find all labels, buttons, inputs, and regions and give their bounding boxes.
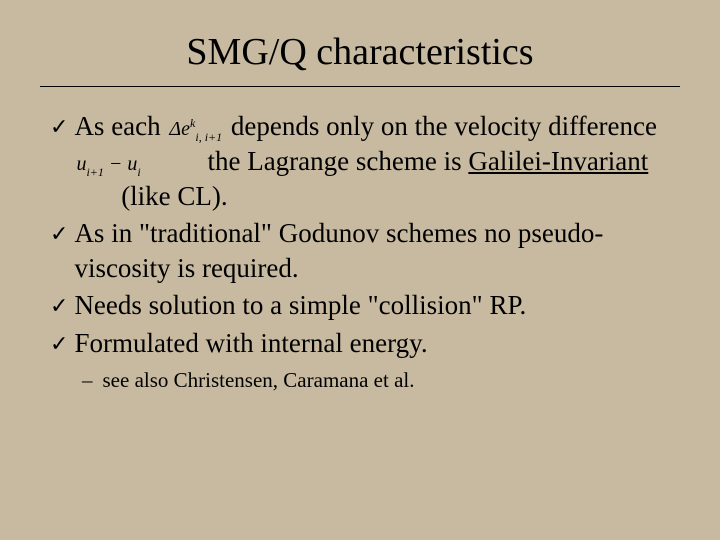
formula-var: u: [127, 153, 137, 175]
slide-body: ✓ As each Δeki, i+1 depends only on the …: [40, 109, 680, 394]
bullet-item: ✓ Needs solution to a simple "collision"…: [50, 288, 680, 323]
bullet-text: As each Δeki, i+1 depends only on the ve…: [74, 109, 680, 214]
text-fragment: depends only on the velocity difference: [231, 111, 657, 141]
formula-delta-e: Δeki, i+1: [167, 116, 224, 142]
formula-sub: i: [137, 165, 140, 179]
dash-icon: –: [82, 367, 93, 394]
bullet-item: ✓ As each Δeki, i+1 depends only on the …: [50, 109, 680, 214]
sub-bullet-item: – see also Christensen, Caramana et al.: [82, 367, 680, 394]
bullet-item: ✓ Formulated with internal energy.: [50, 326, 680, 361]
text-underlined: Galilei-Invariant: [468, 146, 648, 176]
formula-var: u: [76, 153, 86, 175]
text-fragment: (like CL).: [121, 181, 227, 211]
bullet-text: Needs solution to a simple "collision" R…: [74, 288, 680, 323]
bullet-item: ✓ As in "traditional" Godunov schemes no…: [50, 216, 680, 286]
check-icon: ✓: [50, 113, 68, 142]
sub-bullet-text: see also Christensen, Caramana et al.: [103, 367, 415, 394]
bullet-text: Formulated with internal energy.: [74, 326, 680, 361]
text-fragment: the Lagrange scheme is: [207, 146, 468, 176]
formula-sub: i, i+1: [195, 130, 222, 144]
bullet-text: As in "traditional" Godunov schemes no p…: [74, 216, 680, 286]
formula-velocity-diff: ui+1 − ui: [74, 151, 142, 177]
slide-title: SMG/Q characteristics: [40, 30, 680, 74]
formula-sub: i+1: [86, 165, 103, 179]
check-icon: ✓: [50, 330, 68, 359]
formula-op: −: [109, 153, 123, 175]
check-icon: ✓: [50, 292, 68, 321]
title-divider: [40, 86, 680, 87]
slide: SMG/Q characteristics ✓ As each Δeki, i+…: [0, 0, 720, 540]
check-icon: ✓: [50, 220, 68, 249]
text-fragment: As each: [74, 111, 160, 141]
formula-var: e: [181, 118, 190, 140]
formula-sup: k: [190, 116, 195, 130]
